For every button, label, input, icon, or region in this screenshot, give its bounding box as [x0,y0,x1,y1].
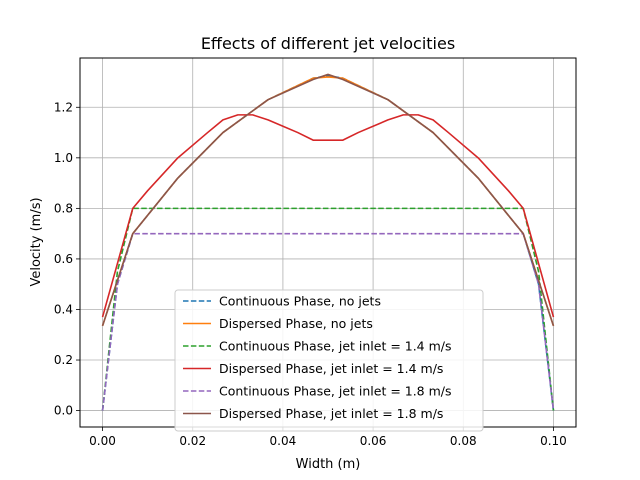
y-tick-label: 0.0 [54,404,73,418]
legend-label-1: Continuous Phase, no jets [219,294,381,309]
grid [80,58,576,427]
x-tick-label: 0.08 [450,434,477,448]
y-axis-label: Velocity (m/s) [29,197,44,286]
legend: Continuous Phase, no jets Dispersed Phase… [174,289,484,432]
x-tick-label: 0.06 [360,434,387,448]
y-tick-label: 1.2 [54,100,73,114]
x-tick-label: 0.04 [270,434,297,448]
legend-label-4: Dispersed Phase, jet inlet = 1.4 m/s [219,361,443,376]
series-line-1 [101,74,555,411]
y-tick-label: 0.8 [54,201,73,215]
legend-label-3: Continuous Phase, jet inlet = 1.4 m/s [219,339,452,354]
legend-label-6: Dispersed Phase, jet inlet = 1.8 m/s [219,406,443,421]
y-tick-label: 0.6 [54,252,73,266]
legend-box [174,289,484,432]
legend-label-5: Continuous Phase, jet inlet = 1.8 m/s [219,384,452,399]
series-line-6 [101,73,555,327]
x-tick-label: 0.10 [540,434,567,448]
y-tick-label: 1.0 [54,151,73,165]
series-line-3 [101,207,555,411]
x-axis-label: Width (m) [296,457,361,472]
y-tick-label: 0.2 [54,353,73,367]
legend-label-2: Dispersed Phase, no jets [219,316,373,331]
series-line-4 [101,114,555,318]
chart-title: Effects of different jet velocities [201,34,455,53]
series-line-5 [101,232,555,411]
y-tick-label: 0.4 [54,302,73,316]
x-tick-label: 0.02 [179,434,206,448]
x-tick-label: 0.00 [89,434,116,448]
series-line-2 [101,76,555,327]
series-layer [101,73,555,411]
